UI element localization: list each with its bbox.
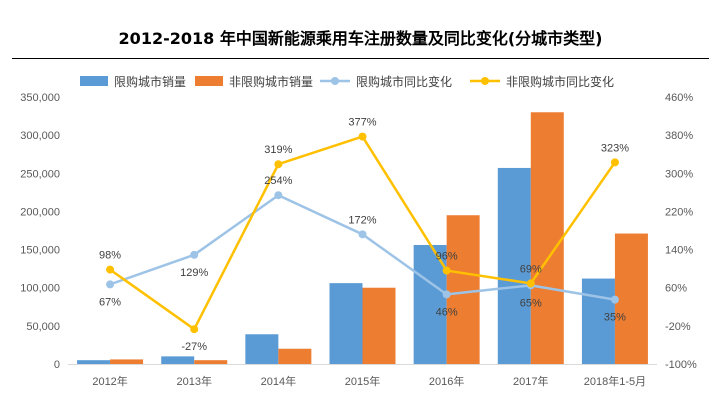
data-label-unrestricted: 69% [520, 263, 542, 275]
x-tick-label: 2012年 [92, 374, 127, 388]
bar-unrestricted [110, 359, 144, 364]
x-tick-label: 2017年 [513, 374, 548, 388]
point-unrestricted [190, 325, 199, 334]
x-tick-label: 2014年 [261, 374, 296, 388]
legend-unrestricted-yoy-label: 非限购城市同比变化 [506, 74, 614, 89]
bar-restricted [497, 167, 531, 364]
y-left-tick-label: 100,000 [20, 283, 60, 295]
point-restricted [358, 230, 367, 239]
data-label-unrestricted: 96% [436, 251, 458, 263]
data-label-restricted: 67% [99, 296, 121, 308]
legend-restricted-yoy-marker [331, 77, 339, 85]
point-unrestricted [274, 160, 283, 169]
bar-restricted [245, 334, 279, 364]
point-restricted [106, 280, 115, 289]
data-label-restricted: 172% [348, 214, 376, 226]
x-tick-label: 2016年 [429, 374, 464, 388]
bar-unrestricted [362, 287, 396, 364]
chart-title: 2012-2018 年中国新能源乘用车注册数量及同比变化(分城市类型) [118, 29, 603, 48]
y-left-tick-label: 300,000 [20, 130, 60, 142]
data-label-restricted: 46% [436, 306, 458, 318]
bar-unrestricted [530, 112, 564, 364]
legend-unrestricted-sales-label: 非限购城市销量 [229, 74, 313, 89]
legend-restricted-sales-label: 限购城市销量 [114, 74, 186, 89]
point-restricted [274, 191, 283, 200]
legend-unrestricted-sales-swatch [195, 76, 223, 86]
title-divider [12, 58, 709, 59]
bar-restricted [77, 360, 111, 364]
data-label-unrestricted: -27% [181, 341, 207, 353]
data-label-restricted: 129% [180, 267, 208, 279]
data-label-restricted: 35% [604, 312, 626, 324]
y-right-tick-label: -20% [665, 321, 691, 333]
point-restricted [442, 290, 451, 299]
data-label-unrestricted: 377% [348, 117, 376, 129]
bar-unrestricted [278, 348, 312, 364]
y-left-tick-label: 50,000 [26, 321, 60, 333]
data-label-unrestricted: 98% [99, 250, 121, 262]
point-unrestricted [526, 279, 535, 288]
y-right-tick-label: 380% [665, 130, 693, 142]
point-unrestricted [358, 132, 367, 141]
bar-restricted [413, 244, 447, 364]
point-restricted [190, 250, 199, 259]
data-label-restricted: 65% [520, 297, 542, 309]
y-right-tick-label: 460% [665, 92, 693, 104]
bar-unrestricted [194, 360, 228, 364]
point-unrestricted [610, 158, 619, 167]
legend-unrestricted-yoy-marker [481, 77, 489, 85]
y-right-tick-label: 220% [665, 206, 693, 218]
y-right-tick-label: 300% [665, 168, 693, 180]
y-right-tick-label: -100% [665, 359, 697, 371]
x-tick-label: 2018年1-5月 [584, 374, 646, 388]
data-label-unrestricted: 319% [264, 144, 292, 156]
y-left-tick-label: 150,000 [20, 245, 60, 257]
bar-unrestricted [614, 233, 648, 364]
bar-unrestricted [446, 215, 480, 364]
point-unrestricted [106, 265, 115, 274]
bar-restricted [161, 356, 195, 364]
x-tick-label: 2015年 [345, 374, 380, 388]
x-tick-label: 2013年 [176, 374, 211, 388]
data-label-unrestricted: 323% [601, 142, 629, 154]
y-left-tick-label: 0 [54, 359, 60, 371]
y-right-tick-label: 60% [665, 283, 687, 295]
bar-restricted [329, 283, 363, 364]
legend-restricted-yoy-label: 限购城市同比变化 [356, 74, 452, 89]
data-label-restricted: 254% [264, 175, 292, 187]
point-unrestricted [442, 266, 451, 275]
y-left-tick-label: 200,000 [20, 206, 60, 218]
y-right-tick-label: 140% [665, 245, 693, 257]
y-left-tick-label: 350,000 [20, 92, 60, 104]
y-left-tick-label: 250,000 [20, 168, 60, 180]
bar-restricted [581, 278, 615, 364]
legend-restricted-sales-swatch [80, 76, 108, 86]
point-restricted [610, 295, 619, 304]
